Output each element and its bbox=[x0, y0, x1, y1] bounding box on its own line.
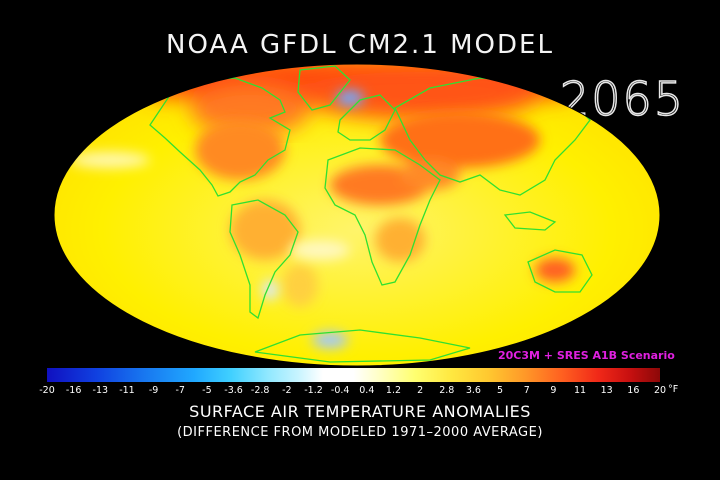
continental-warming bbox=[195, 112, 575, 307]
africa-coast bbox=[324, 147, 441, 286]
color-scale-tick: 11 bbox=[573, 385, 587, 396]
europe-coast bbox=[337, 94, 396, 141]
color-scale-bar bbox=[47, 368, 660, 382]
color-scale-tick: 2 bbox=[417, 385, 424, 396]
color-scale-tick: -16 bbox=[65, 385, 82, 396]
color-scale-tick: -2.8 bbox=[250, 385, 270, 396]
globe-outline bbox=[53, 63, 661, 367]
color-scale-tick: -0.4 bbox=[330, 385, 350, 396]
color-scale-tick: 1.2 bbox=[385, 385, 402, 396]
color-scale-tick: 13 bbox=[600, 385, 613, 396]
color-scale-ticks: -20 -16 -13 -11 -9 -7 -5 -3.6 -2.8 -2 -1.2 -0.4 0.4 1… bbox=[39, 385, 687, 399]
indonesia-coast bbox=[503, 211, 557, 231]
color-scale-tick: 0.4 bbox=[359, 385, 375, 396]
color-scale-tick: 2.8 bbox=[439, 385, 455, 396]
color-scale-tick: -9 bbox=[148, 385, 159, 396]
color-scale-tick: -5 bbox=[202, 385, 212, 396]
color-scale-tick: 9 bbox=[550, 385, 557, 396]
baseline-note: (DIFFERENCE FROM MODELED 1971–2000 AVERA… bbox=[177, 425, 543, 440]
map-title: NOAA GFDL CM2.1 MODEL bbox=[166, 30, 554, 60]
color-scale-tick: -11 bbox=[119, 385, 135, 396]
color-scale-tick: -7 bbox=[175, 385, 185, 396]
australia-coast bbox=[527, 249, 593, 293]
color-scale-tick: -3.6 bbox=[224, 385, 243, 396]
chart-subtitle: SURFACE AIR TEMPERATURE ANOMALIES bbox=[189, 402, 531, 421]
color-scale-tick: 7 bbox=[523, 385, 530, 396]
color-scale-tick: -13 bbox=[92, 385, 109, 396]
color-scale-tick: 5 bbox=[497, 385, 504, 396]
cool-anomalies bbox=[70, 90, 364, 348]
color-scale-tick: -1.2 bbox=[304, 385, 323, 396]
south-america-coast bbox=[229, 199, 299, 320]
scenario-label: 20C3M + SRES A1B Scenario bbox=[498, 349, 675, 362]
greenland-coast bbox=[297, 65, 351, 111]
color-scale-tick: 16 bbox=[627, 385, 640, 396]
north-america-coast bbox=[149, 77, 291, 197]
antarctica-coast bbox=[254, 329, 471, 363]
color-scale-tick: 20 bbox=[653, 385, 667, 396]
color-scale-tick: -2 bbox=[282, 385, 292, 396]
color-scale-unit: °F bbox=[668, 384, 679, 395]
color-scale-tick: -20 bbox=[39, 385, 55, 396]
color-scale-tick: 3.6 bbox=[465, 385, 481, 396]
